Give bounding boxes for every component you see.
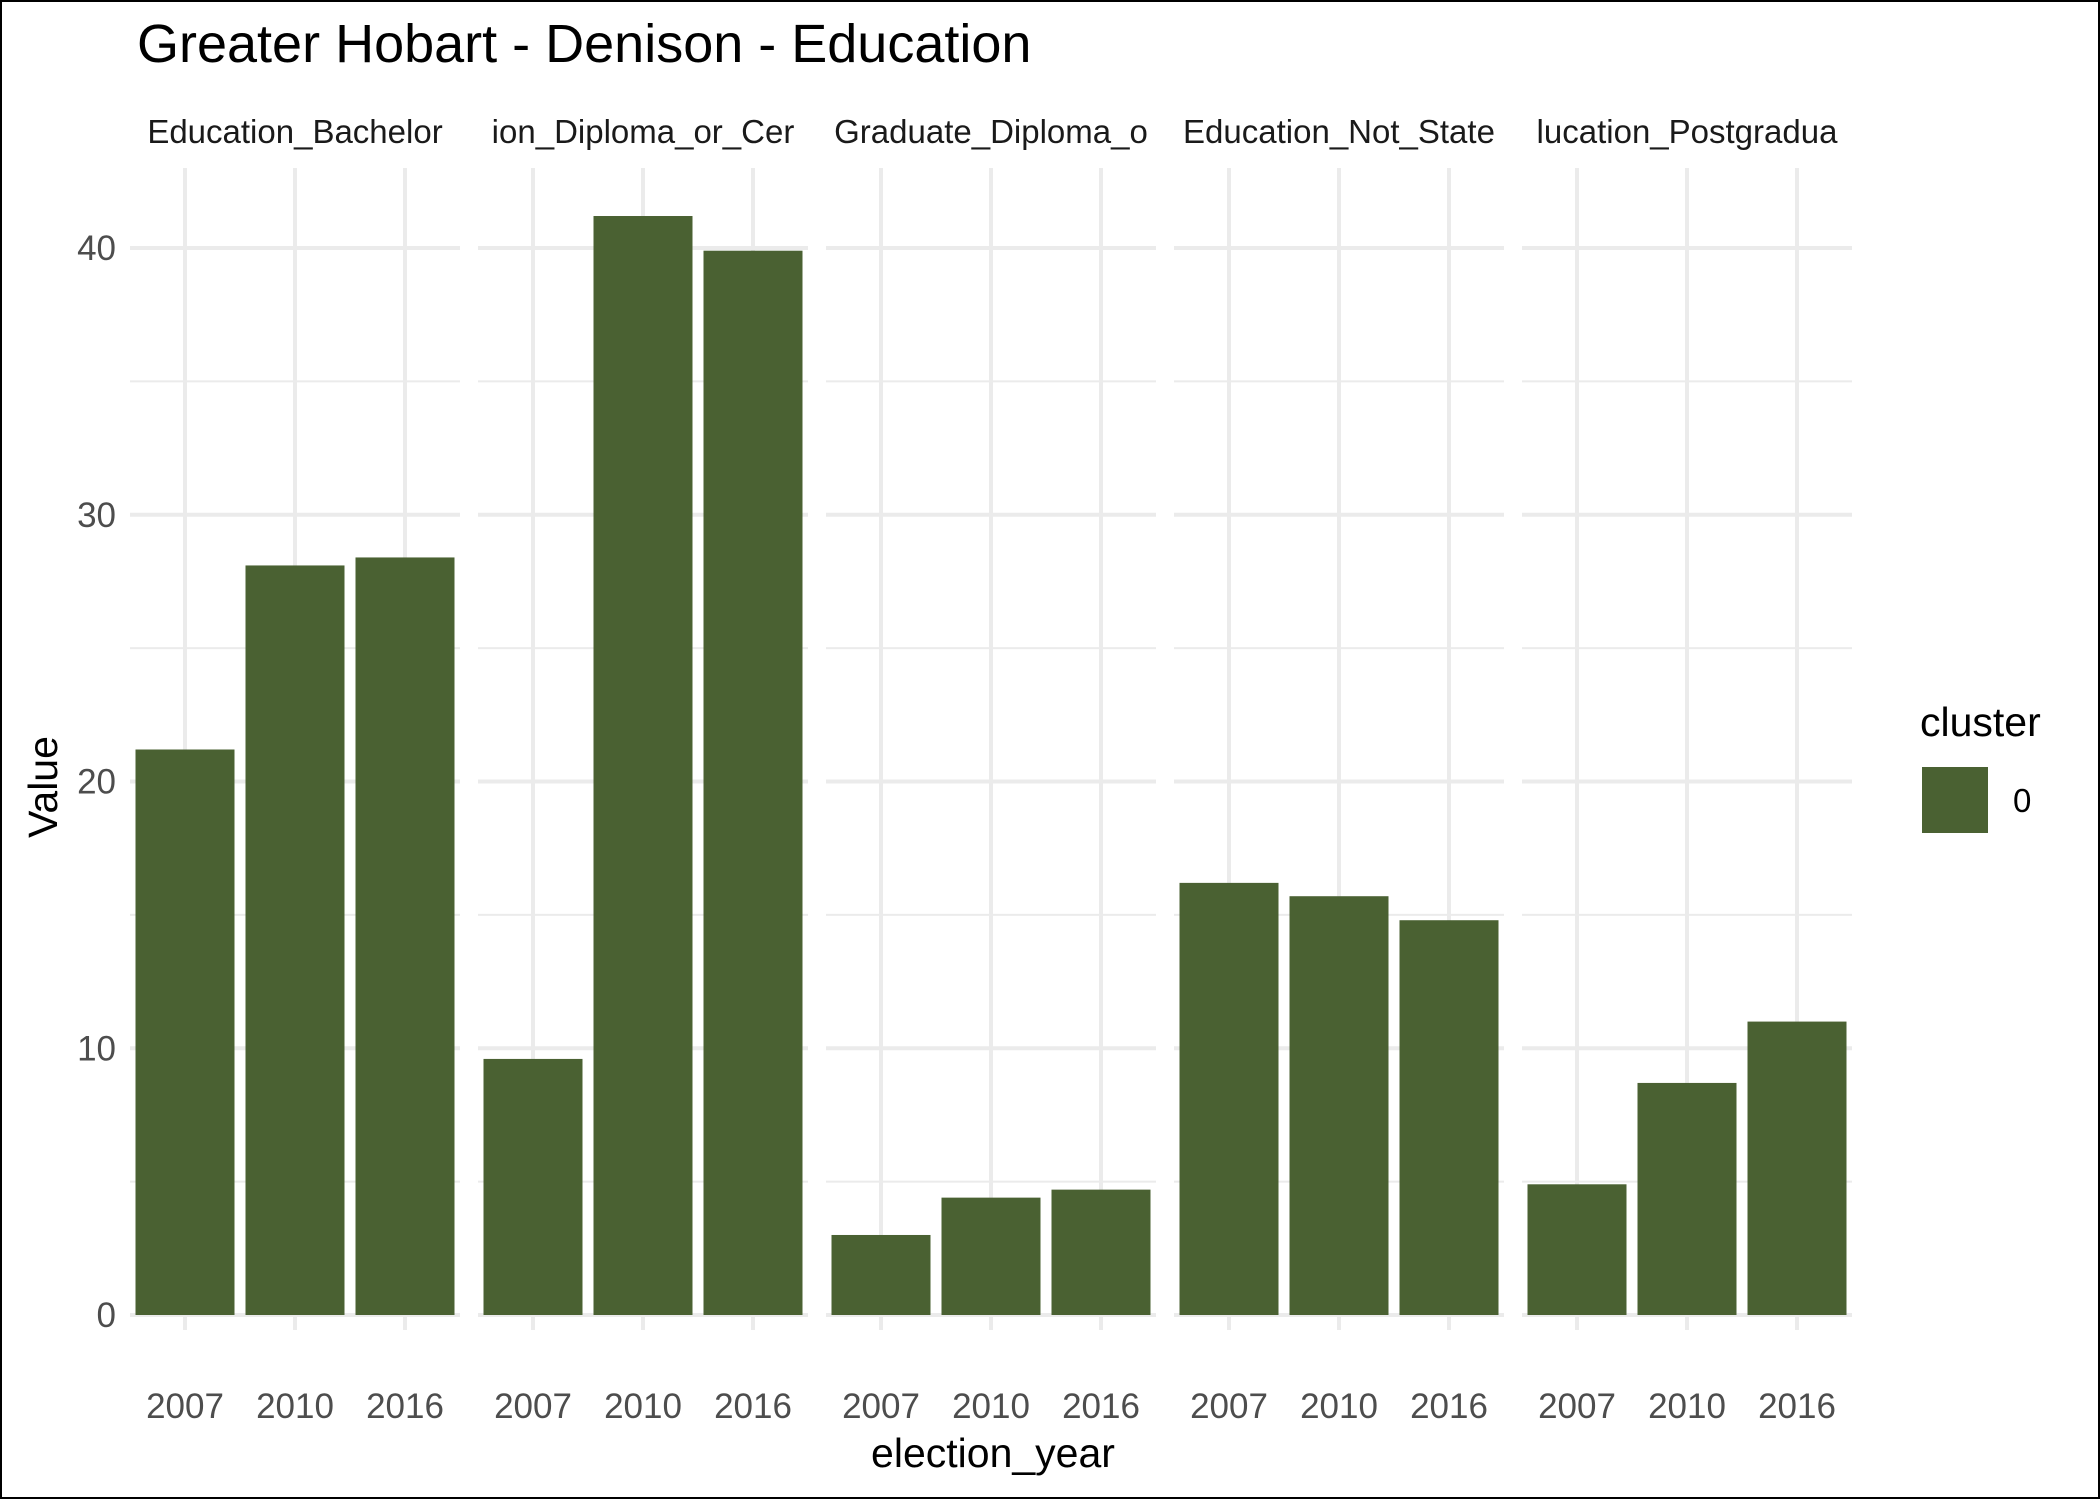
facet-panel: 2007 2010 2016 Graduate_Diploma_o <box>826 113 1156 1426</box>
facet-strip-label: Graduate_Diploma_o <box>834 113 1148 150</box>
bar <box>941 1197 1041 1315</box>
legend: cluster 0 <box>1920 699 2041 833</box>
bar <box>483 1058 583 1315</box>
x-tick-label: 2007 <box>146 1387 224 1426</box>
bar <box>245 565 345 1315</box>
x-tick-label: 2016 <box>366 1387 444 1426</box>
bar <box>1527 1184 1627 1315</box>
x-tick-label: 2016 <box>714 1387 792 1426</box>
y-tick-label: 30 <box>77 496 116 535</box>
bar <box>593 216 693 1316</box>
y-axis-title: Value <box>20 736 66 838</box>
bar <box>1289 896 1389 1315</box>
facet-panel: 2007 2010 2016 lucation_Postgradua <box>1522 113 1852 1426</box>
facet-strip-label: Education_Bachelor <box>147 113 442 150</box>
bar <box>1051 1189 1151 1315</box>
x-tick-label: 2010 <box>1300 1387 1378 1426</box>
facet-strip-label: ion_Diploma_or_Cer <box>492 113 795 150</box>
bar <box>1637 1082 1737 1315</box>
bar <box>1747 1021 1847 1315</box>
x-tick-label: 2016 <box>1062 1387 1140 1426</box>
legend-swatch-0 <box>1922 767 1988 833</box>
facet-panel: 2007 2010 2016 ion_Diploma_or_Cer <box>478 113 808 1426</box>
bar <box>831 1234 931 1315</box>
facet-panel: 2007 2010 2016 Education_Bachelor <box>130 113 460 1426</box>
facet-strip-label: Education_Not_State <box>1183 113 1495 150</box>
x-tick-label: 2010 <box>604 1387 682 1426</box>
y-tick-label: 0 <box>97 1296 116 1335</box>
x-tick-label: 2007 <box>494 1387 572 1426</box>
x-tick-label: 2016 <box>1410 1387 1488 1426</box>
bar <box>703 250 803 1316</box>
y-axis-ticks: 0 10 20 30 40 <box>77 229 116 1335</box>
x-tick-label: 2007 <box>1538 1387 1616 1426</box>
x-axis-title: election_year <box>871 1430 1115 1476</box>
y-tick-label: 40 <box>77 229 116 268</box>
bar <box>355 557 455 1315</box>
facet-strip-label: lucation_Postgradua <box>1537 113 1839 150</box>
x-tick-label: 2016 <box>1758 1387 1836 1426</box>
legend-label-0: 0 <box>2013 782 2031 819</box>
chart-title: Greater Hobart - Denison - Education <box>137 14 1031 74</box>
x-tick-label: 2007 <box>1190 1387 1268 1426</box>
x-tick-label: 2010 <box>256 1387 334 1426</box>
x-tick-label: 2010 <box>952 1387 1030 1426</box>
x-tick-label: 2010 <box>1648 1387 1726 1426</box>
legend-title: cluster <box>1920 699 2041 745</box>
y-tick-label: 10 <box>77 1029 116 1068</box>
bar <box>135 749 235 1315</box>
bar <box>1179 882 1279 1315</box>
bar <box>1399 920 1499 1315</box>
facet-panel: 2007 2010 2016 Education_Not_State <box>1174 113 1504 1426</box>
x-tick-label: 2007 <box>842 1387 920 1426</box>
y-tick-label: 20 <box>77 763 116 802</box>
